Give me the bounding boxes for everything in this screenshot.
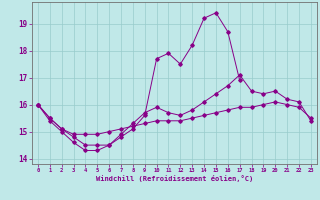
X-axis label: Windchill (Refroidissement éolien,°C): Windchill (Refroidissement éolien,°C): [96, 175, 253, 182]
